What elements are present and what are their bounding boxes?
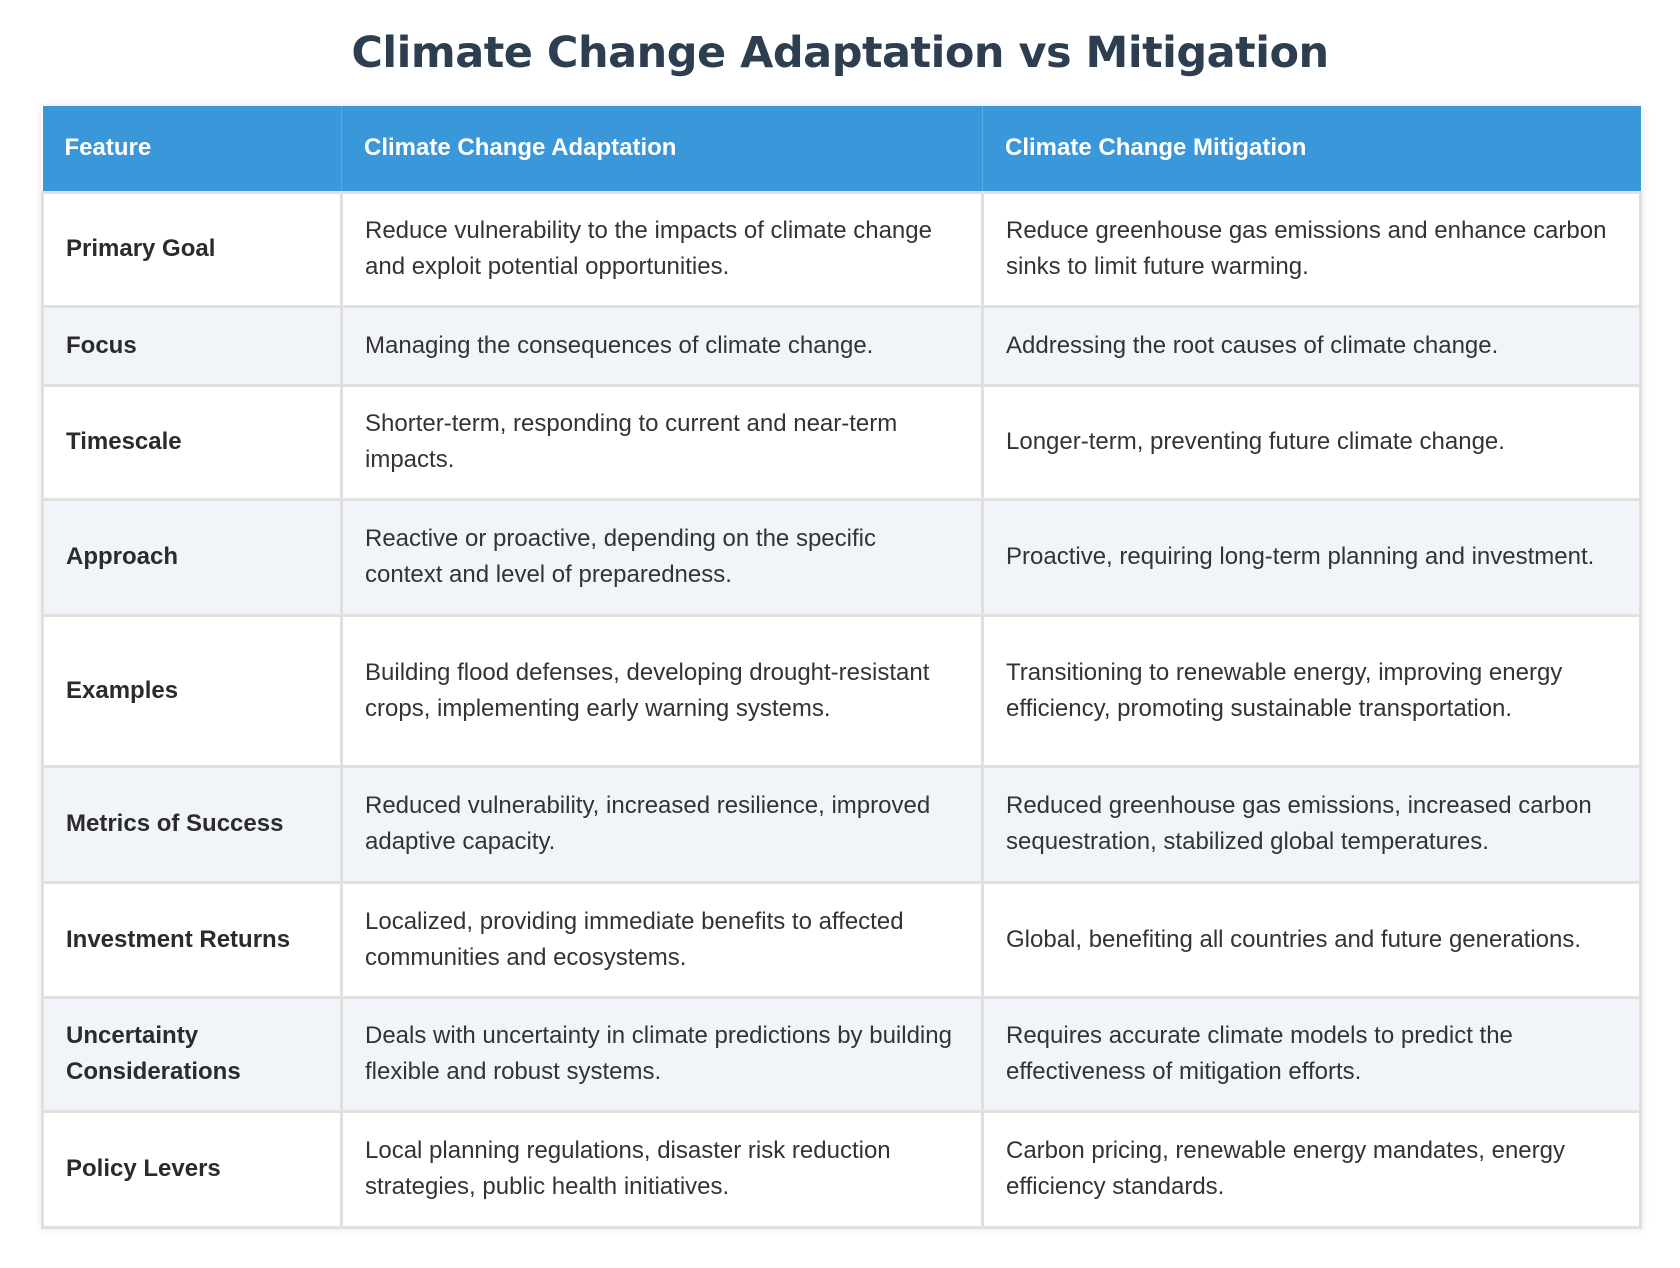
table-row: Investment Returns Localized, providing …	[41, 880, 1642, 999]
header-feature: Feature	[42, 106, 342, 192]
adaptation-cell: Reduced vulnerability, increased resilie…	[340, 764, 984, 884]
mitigation-cell: Transitioning to renewable energy, impro…	[981, 613, 1642, 768]
table-row: Focus Managing the consequences of clima…	[41, 304, 1642, 387]
table-row: Examples Building flood defenses, develo…	[41, 613, 1642, 768]
mitigation-cell: Reduced greenhouse gas emissions, increa…	[981, 764, 1642, 884]
mitigation-cell: Requires accurate climate models to pred…	[981, 995, 1642, 1113]
adaptation-cell: Building flood defenses, developing drou…	[340, 613, 984, 768]
comparison-table-container: Feature Climate Change Adaptation Climat…	[41, 106, 1642, 1229]
header-mitigation: Climate Change Mitigation	[982, 106, 1641, 192]
mitigation-cell: Longer-term, preventing future climate c…	[981, 383, 1642, 501]
table-row: Policy Levers Local planning regulations…	[41, 1109, 1642, 1229]
adaptation-cell: Localized, providing immediate benefits …	[340, 880, 984, 999]
comparison-table: Feature Climate Change Adaptation Climat…	[41, 106, 1642, 1229]
adaptation-cell: Managing the consequences of climate cha…	[340, 304, 984, 387]
adaptation-cell: Reactive or proactive, depending on the …	[340, 497, 984, 617]
table-body: Primary Goal Reduce vulnerability to the…	[41, 190, 1642, 1229]
adaptation-cell: Shorter-term, responding to current and …	[340, 383, 984, 501]
mitigation-cell: Carbon pricing, renewable energy mandate…	[981, 1109, 1642, 1229]
table-row: Uncertainty Considerations Deals with un…	[41, 995, 1642, 1113]
feature-cell: Primary Goal	[41, 190, 343, 308]
mitigation-cell: Global, benefiting all countries and fut…	[981, 880, 1642, 999]
table-row: Approach Reactive or proactive, dependin…	[41, 497, 1642, 617]
table-row: Metrics of Success Reduced vulnerability…	[41, 764, 1642, 884]
header-adaptation: Climate Change Adaptation	[341, 106, 983, 192]
table-row: Timescale Shorter-term, responding to cu…	[41, 383, 1642, 501]
adaptation-cell: Local planning regulations, disaster ris…	[340, 1109, 984, 1229]
mitigation-cell: Proactive, requiring long-term planning …	[981, 497, 1642, 617]
feature-cell: Timescale	[41, 383, 343, 501]
feature-cell: Policy Levers	[41, 1109, 343, 1229]
feature-cell: Focus	[41, 304, 343, 387]
adaptation-cell: Reduce vulnerability to the impacts of c…	[340, 190, 984, 308]
table-header: Feature Climate Change Adaptation Climat…	[42, 106, 1641, 192]
feature-cell: Metrics of Success	[41, 764, 343, 884]
table-row: Primary Goal Reduce vulnerability to the…	[41, 190, 1642, 308]
feature-cell: Uncertainty Considerations	[41, 995, 343, 1113]
adaptation-cell: Deals with uncertainty in climate predic…	[340, 995, 984, 1113]
feature-cell: Investment Returns	[41, 880, 343, 999]
mitigation-cell: Reduce greenhouse gas emissions and enha…	[981, 190, 1642, 308]
header-row: Feature Climate Change Adaptation Climat…	[42, 106, 1641, 192]
feature-cell: Approach	[41, 497, 343, 617]
page-title: Climate Change Adaptation vs Mitigation	[351, 28, 1329, 78]
mitigation-cell: Addressing the root causes of climate ch…	[981, 304, 1642, 387]
feature-cell: Examples	[41, 613, 343, 768]
